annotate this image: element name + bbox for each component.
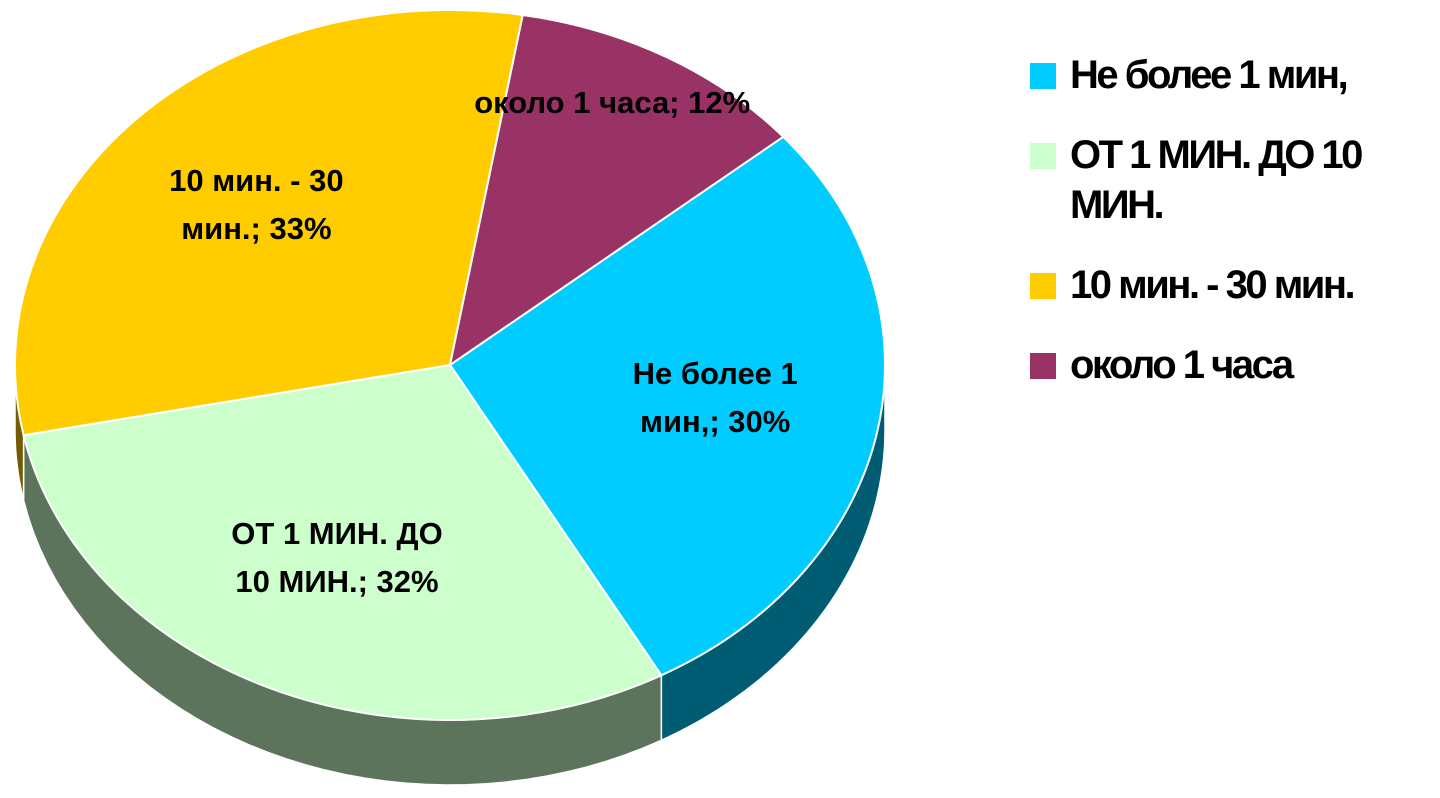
data-label-box: около 1 часа; 12%: [474, 84, 751, 120]
legend-label: около 1 часа: [1070, 343, 1294, 387]
data-label: ОТ 1 МИН. ДО 10 МИН.; 32%: [231, 515, 443, 599]
legend-label: ОТ 1 МИН. ДО 10 МИН.: [1070, 133, 1363, 227]
legend-label: 10 мин. - 30 мин.: [1070, 263, 1356, 307]
legend-swatch: [1030, 353, 1056, 379]
data-label-box: 10 мин. - 30 мин.; 33%: [169, 162, 344, 246]
legend-item: ОТ 1 МИН. ДО 10 МИН.: [1030, 130, 1435, 230]
legend-swatch: [1030, 273, 1056, 299]
legend-swatch: [1030, 143, 1056, 169]
pie-slice: [22, 363, 663, 721]
data-label: 10 мин. - 30 мин.; 33%: [169, 162, 344, 246]
legend-swatch: [1030, 63, 1056, 89]
pie-area: Не более 1 мин,; 30% ОТ 1 МИН. ДО 10 МИН.…: [14, 9, 886, 786]
legend-item: 10 мин. - 30 мин.: [1030, 260, 1435, 310]
legend-label: Не более 1 мин,: [1070, 53, 1349, 97]
data-label-box: ОТ 1 МИН. ДО 10 МИН.; 32%: [231, 515, 443, 599]
data-label-box: Не более 1 мин,; 30%: [632, 355, 798, 439]
pie-slice: [448, 13, 785, 368]
data-label: Не более 1 мин,; 30%: [632, 355, 798, 439]
data-label: около 1 часа; 12%: [474, 84, 751, 120]
legend-item: Не более 1 мин,: [1030, 50, 1435, 100]
legend-item: около 1 часа: [1030, 340, 1435, 390]
legend: Не более 1 мин, ОТ 1 МИН. ДО 10 МИН. 10 ми…: [1030, 50, 1435, 420]
pie-slice: [448, 135, 886, 677]
pie-slice: [14, 9, 524, 437]
